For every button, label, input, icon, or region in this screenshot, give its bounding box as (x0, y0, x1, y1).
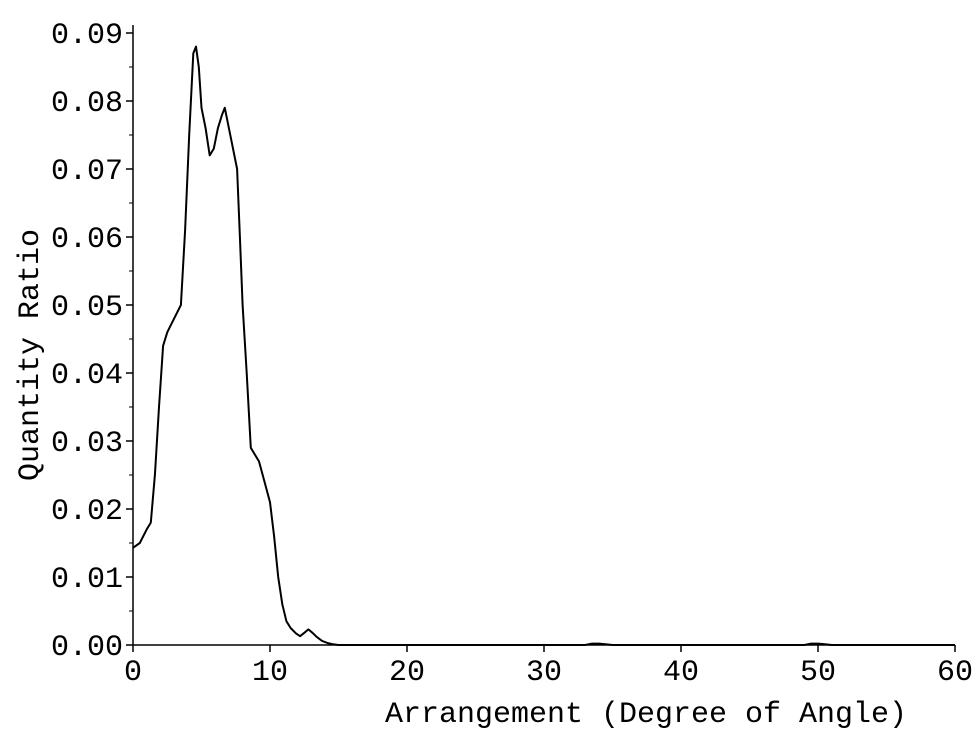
x-tick-label: 0 (124, 656, 142, 690)
x-tick-label: 10 (252, 656, 288, 690)
y-axis-title: Quantity Ratio (14, 229, 48, 481)
y-tick-label: 0.07 (51, 155, 123, 189)
y-tick-label: 0.01 (51, 563, 123, 597)
x-axis-title: Arrangement (Degree of Angle) (385, 698, 907, 731)
x-axis-ticks: 0 10 20 30 40 50 60 (124, 645, 973, 690)
x-tick-label: 50 (800, 656, 836, 690)
y-tick-label: 0.05 (51, 291, 123, 325)
y-tick-label: 0.09 (51, 19, 123, 53)
series-line (132, 45, 955, 646)
x-tick-label: 20 (389, 656, 425, 690)
x-tick-label: 30 (526, 656, 562, 690)
x-tick-label: 60 (937, 656, 973, 690)
y-axis-ticks: 0.00 0.01 0.02 0.03 0.04 0.05 0.06 0.07 0.08 0.09 (51, 19, 133, 665)
y-tick-label: 0.08 (51, 87, 123, 121)
x-tick-label: 40 (663, 656, 699, 690)
y-tick-label: 0.03 (51, 427, 123, 461)
y-tick-label: 0.00 (51, 631, 123, 665)
y-tick-label: 0.04 (51, 359, 123, 393)
y-tick-label: 0.02 (51, 495, 123, 529)
y-tick-label: 0.06 (51, 223, 123, 257)
